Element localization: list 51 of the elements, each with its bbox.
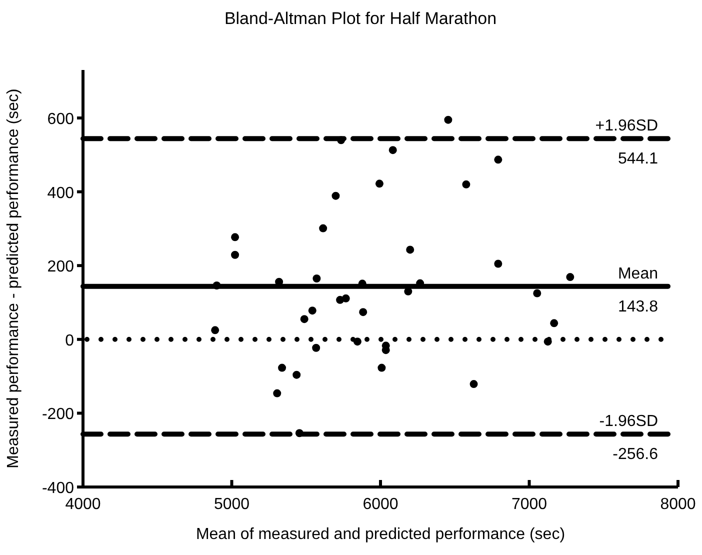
y-tick-label: 0 — [65, 332, 74, 350]
point — [332, 192, 340, 200]
annotation: 544.1 — [618, 150, 658, 168]
point — [342, 294, 350, 302]
point — [319, 224, 328, 232]
x-tick-label: 8000 — [660, 496, 696, 513]
point — [300, 315, 308, 324]
point — [308, 306, 316, 315]
point — [292, 370, 301, 379]
x-tick-label: 4000 — [65, 496, 101, 513]
point — [494, 260, 502, 268]
x-axis-title: Mean of measured and predicted performance (sec) — [196, 526, 566, 543]
point — [211, 326, 220, 334]
y-axis-title: Measured performance - predicted performance (sec) — [5, 88, 22, 468]
point — [494, 156, 502, 164]
point — [375, 180, 384, 188]
y-tick-label: 600 — [47, 110, 74, 128]
x-tick-label: 5000 — [214, 496, 250, 513]
x-tick-label: 6000 — [362, 496, 398, 513]
point — [378, 364, 386, 372]
y-tick-label: 200 — [47, 258, 74, 276]
point — [462, 180, 470, 188]
point — [231, 233, 240, 242]
point — [444, 116, 452, 124]
point — [273, 389, 282, 398]
y-tick-label: -200 — [42, 406, 74, 424]
annotation: 143.8 — [618, 298, 658, 316]
point — [406, 246, 414, 254]
point — [359, 308, 368, 316]
point — [544, 338, 552, 346]
point — [337, 136, 346, 144]
point — [231, 250, 240, 259]
point — [353, 338, 362, 346]
y-tick-label: 400 — [47, 184, 74, 202]
point — [295, 429, 304, 438]
point — [212, 282, 221, 290]
chart-title: Bland-Altman Plot for Half Marathon — [224, 9, 497, 28]
point — [566, 273, 574, 282]
point — [550, 319, 558, 328]
ref-line-label: Mean — [618, 265, 658, 282]
point — [533, 289, 542, 298]
annotation: -256.6 — [612, 446, 658, 464]
ref-line-label: +1.96SD — [595, 118, 658, 135]
point — [312, 344, 320, 352]
point — [278, 364, 286, 372]
x-tick-label: 7000 — [511, 496, 548, 513]
point — [388, 146, 397, 154]
point — [312, 274, 321, 282]
ref-line-label: -1.96SD — [599, 413, 658, 430]
point — [470, 380, 478, 388]
y-tick-label: -400 — [42, 480, 74, 497]
